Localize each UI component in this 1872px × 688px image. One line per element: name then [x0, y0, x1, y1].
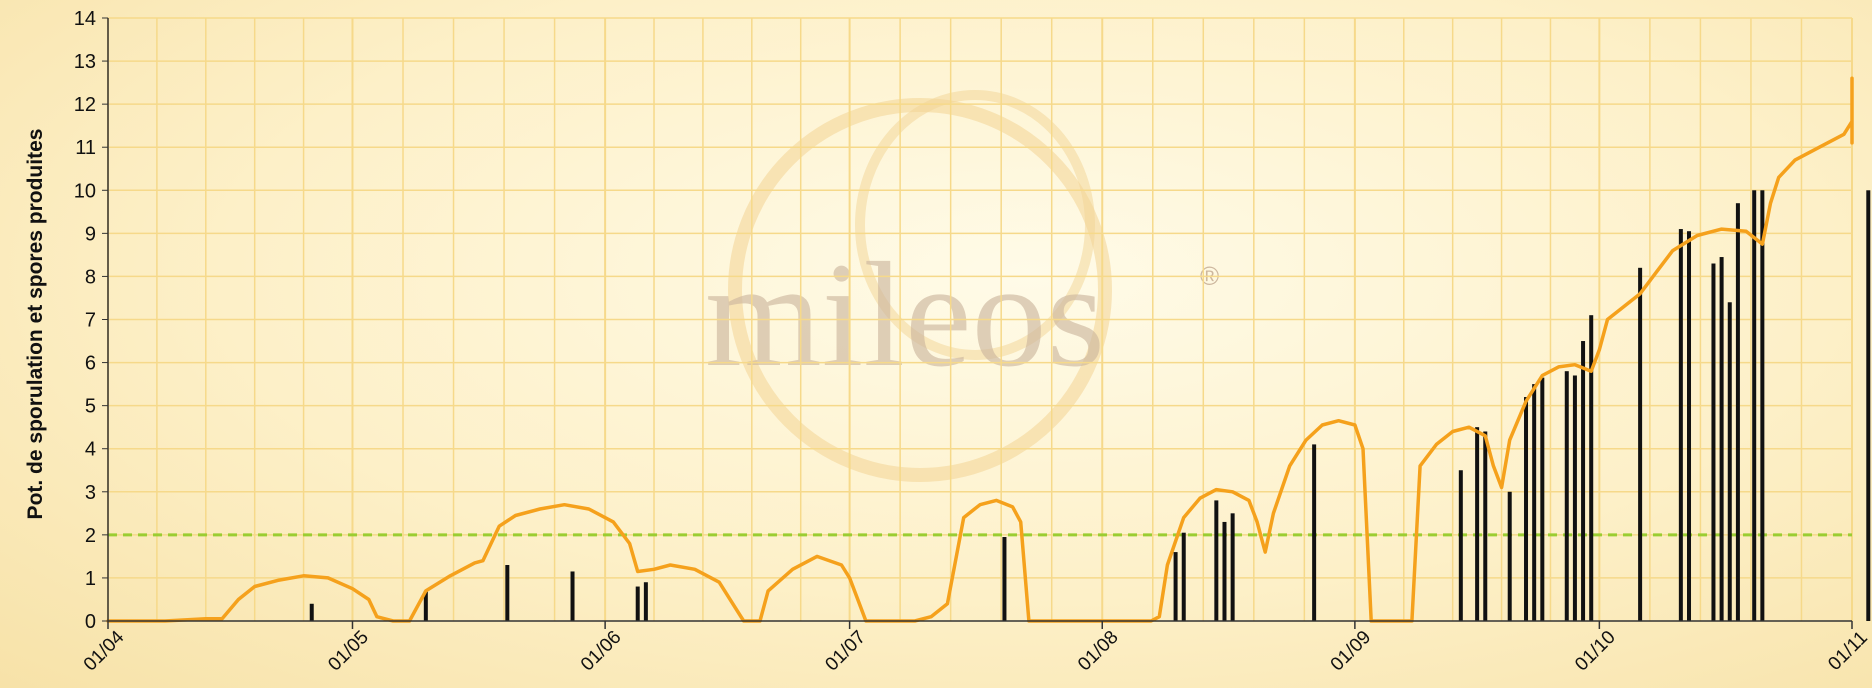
- y-tick-label: 4: [85, 439, 96, 461]
- bar: [1572, 375, 1577, 621]
- bar: [1230, 513, 1235, 621]
- y-tick-label: 7: [85, 310, 96, 332]
- bar: [1866, 190, 1871, 622]
- bar: [635, 586, 640, 621]
- bar: [1214, 500, 1219, 621]
- bar: [1564, 371, 1569, 621]
- bar: [309, 603, 314, 621]
- sporulation-line: [106, 76, 1854, 623]
- y-tick-label: 3: [85, 482, 96, 504]
- bar: [1312, 444, 1317, 621]
- y-tick-label: 6: [85, 353, 96, 375]
- y-tick-label: 12: [74, 94, 96, 116]
- x-tick-label: 01/10: [1571, 627, 1619, 675]
- x-tick-label: 01/08: [1074, 627, 1122, 675]
- y-tick-label: 14: [74, 8, 96, 30]
- bar: [1540, 377, 1545, 621]
- bar: [1581, 341, 1586, 621]
- x-tick-label: 01/09: [1327, 627, 1375, 675]
- bar: [1222, 521, 1227, 621]
- y-tick-label: 8: [85, 266, 96, 288]
- bar: [1727, 302, 1732, 621]
- bar: [1752, 190, 1757, 622]
- y-tick-label: 10: [74, 180, 96, 202]
- bars-series: [309, 190, 1871, 622]
- bar: [1711, 263, 1716, 621]
- y-axis-label: Pot. de sporulation et spores produites: [24, 129, 47, 520]
- bar: [1678, 229, 1683, 622]
- grid: [107, 17, 1853, 621]
- bar: [1687, 231, 1692, 622]
- bar: [1002, 537, 1007, 621]
- bar: [1735, 203, 1740, 621]
- bar: [1173, 552, 1178, 621]
- y-tick-label: 5: [85, 396, 96, 418]
- bar: [505, 565, 510, 621]
- bar: [1181, 532, 1186, 621]
- y-tick-label: 2: [85, 525, 96, 547]
- bar: [423, 590, 428, 621]
- y-tick-label: 9: [85, 223, 96, 245]
- x-tick-label: 01/07: [821, 627, 869, 675]
- bar: [1483, 431, 1488, 621]
- y-tick-label: 13: [74, 51, 96, 73]
- bar: [1475, 427, 1480, 621]
- y-tick-label: 11: [75, 137, 96, 159]
- bar: [1524, 397, 1529, 621]
- bar: [643, 582, 648, 621]
- bar: [1638, 267, 1643, 621]
- y-tick-label: 0: [85, 611, 96, 633]
- bar: [1719, 257, 1724, 621]
- bar: [570, 571, 575, 621]
- x-tick-label: 01/06: [577, 627, 625, 675]
- mileos-watermark: mileos ®: [705, 90, 1219, 482]
- bar: [1589, 315, 1594, 621]
- x-tick-label: 01/11: [1824, 627, 1871, 674]
- bar: [1760, 190, 1765, 622]
- watermark-text: mileos: [705, 232, 1105, 398]
- x-tick-label: 01/04: [80, 627, 129, 676]
- bar: [1458, 470, 1463, 621]
- line-series: [106, 76, 1854, 623]
- x-tick-label: 01/05: [324, 627, 372, 675]
- y-tick-label: 1: [85, 568, 96, 590]
- bar: [1507, 491, 1512, 621]
- bar: [1532, 384, 1537, 621]
